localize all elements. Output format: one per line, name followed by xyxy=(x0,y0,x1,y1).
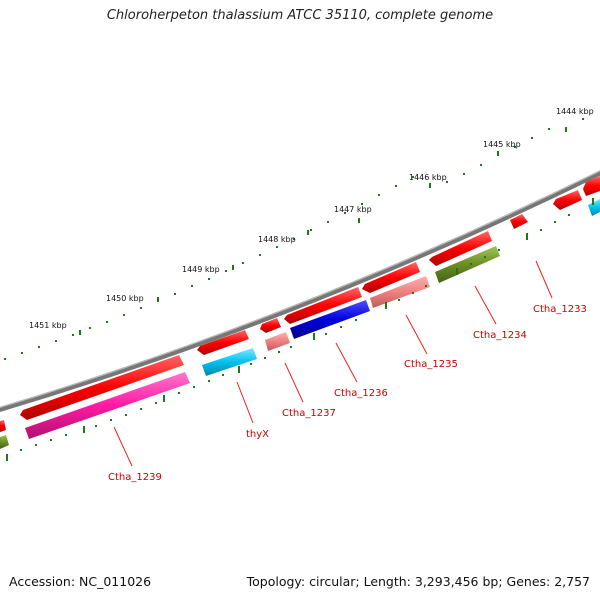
genome-backbone-highlight xyxy=(0,170,600,409)
scale-label: 1451 kbp xyxy=(29,321,67,330)
gene-arrow xyxy=(435,246,500,283)
scale-label: 1444 kbp xyxy=(556,107,594,116)
gene-arrow xyxy=(429,231,492,266)
reverse-strand-genes xyxy=(0,199,600,449)
gene-label: Ctha_1236 xyxy=(334,388,388,399)
outer-tick-ring xyxy=(4,118,584,360)
scale-label: 1450 kbp xyxy=(106,294,144,303)
scale-label: 1448 kbp xyxy=(258,235,296,244)
gene-label: Ctha_1237 xyxy=(282,408,336,419)
gene-arrow xyxy=(0,420,6,432)
gene-label: Ctha_1233 xyxy=(533,304,587,315)
scale-labels: 1444 kbp 1445 kbp 1446 kbp 1447 kbp 1448… xyxy=(29,107,594,330)
forward-strand-genes xyxy=(0,176,600,432)
scale-label: 1449 kbp xyxy=(182,265,220,274)
gene-arrow xyxy=(510,214,528,229)
gene-arrow xyxy=(290,300,370,339)
gene-arrow xyxy=(25,372,190,439)
gene-labels: Ctha_1233 Ctha_1234 Ctha_1235 Ctha_1236 … xyxy=(108,304,587,483)
gene-label: Ctha_1239 xyxy=(108,472,162,483)
map-title: Chloroherpeton thalassium ATCC 35110, co… xyxy=(106,8,494,23)
gene-arrow xyxy=(362,262,420,293)
inner-tick-ring xyxy=(6,198,594,461)
gene-label: thyX xyxy=(246,429,269,440)
leader-lines xyxy=(113,260,553,467)
scale-label: 1447 kbp xyxy=(334,205,372,214)
accession-label: Accession: NC_011026 xyxy=(9,574,152,589)
gene-arrow xyxy=(265,332,290,351)
gene-label: Ctha_1235 xyxy=(404,359,458,370)
gene-arrow xyxy=(588,199,600,216)
gene-arrow xyxy=(553,190,582,210)
gene-arrow xyxy=(370,276,430,308)
gene-arrow xyxy=(260,318,281,333)
genome-summary: Topology: circular; Length: 3,293,456 bp… xyxy=(246,574,590,589)
gene-arrow xyxy=(0,435,9,449)
scale-label: 1445 kbp xyxy=(483,140,521,149)
gene-arrow xyxy=(20,355,184,420)
gene-arrow xyxy=(284,287,362,324)
gene-arrow xyxy=(197,330,249,355)
gene-arrow xyxy=(202,348,257,376)
gene-label: Ctha_1234 xyxy=(473,330,527,341)
genome-backbone xyxy=(0,170,600,413)
gene-arrow xyxy=(583,176,600,196)
scale-label: 1446 kbp xyxy=(409,173,447,182)
